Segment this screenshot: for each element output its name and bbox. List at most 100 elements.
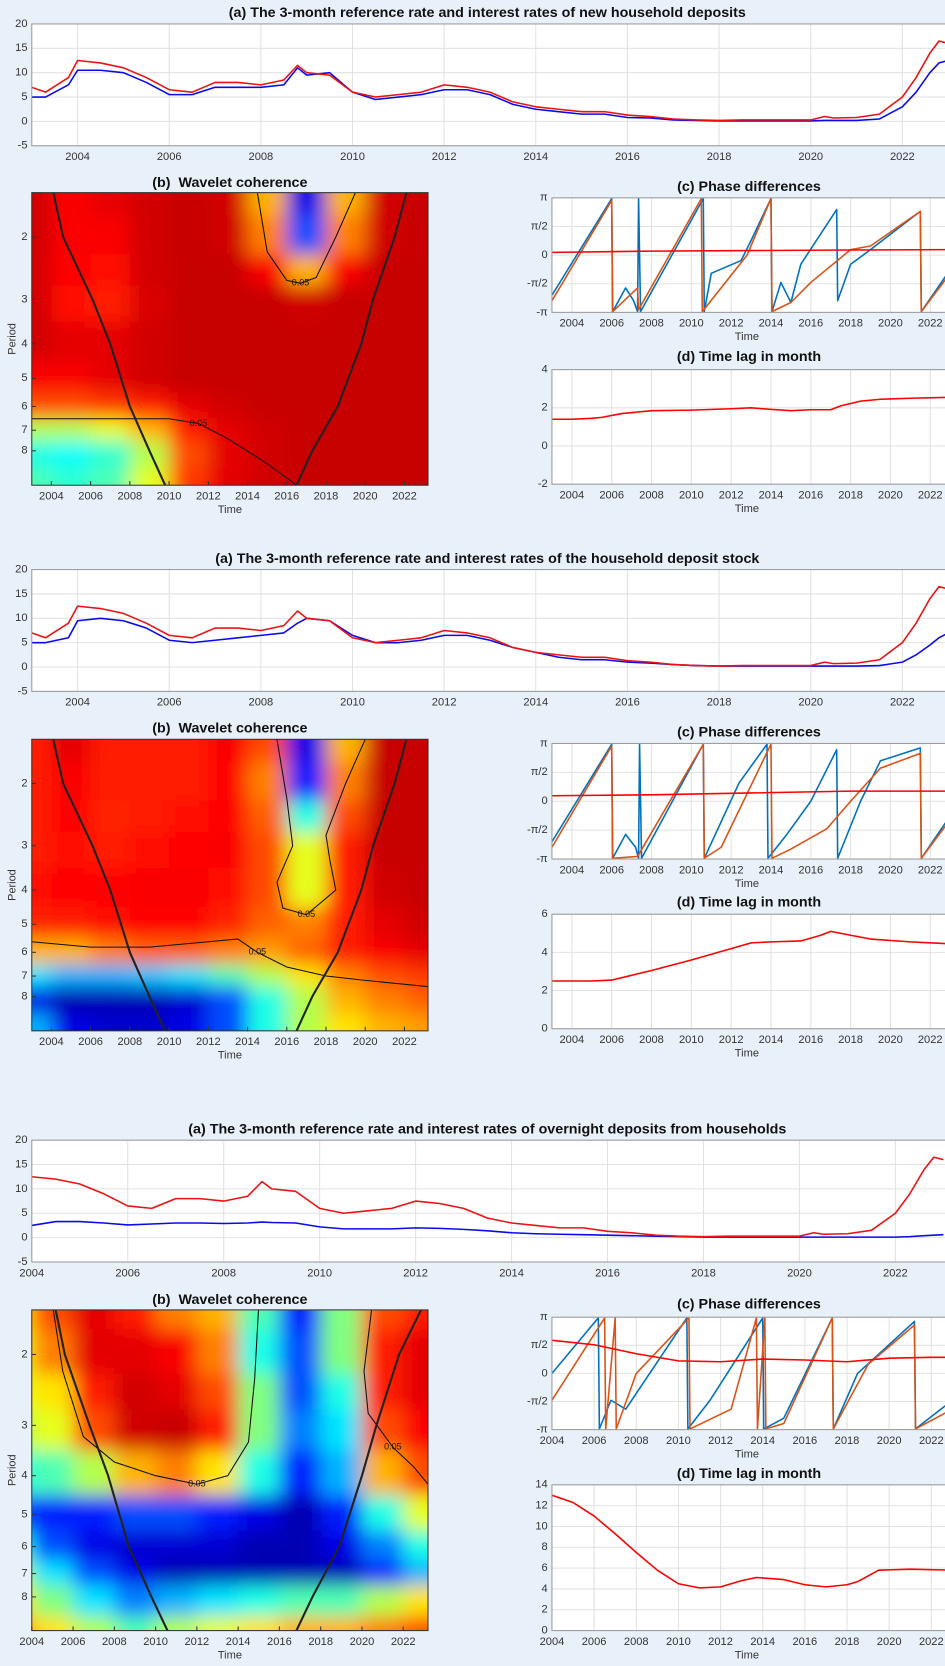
- heat-cell: [326, 418, 366, 442]
- plot-frame: [551, 197, 945, 313]
- heat-cell: [208, 285, 249, 323]
- x-tick-label: 2022: [919, 1636, 944, 1648]
- heat-cell: [51, 800, 92, 833]
- heat-cell: [90, 986, 131, 1015]
- x-tick-label: 2006: [582, 1636, 607, 1648]
- x-tick-label: 2004: [65, 151, 90, 163]
- y-tick-label: 2: [21, 777, 27, 789]
- x-tick-label: 2018: [314, 1036, 339, 1048]
- y-tick-label: 4: [21, 338, 27, 350]
- chart-title: (b) Wavelet coherence: [152, 175, 307, 191]
- heat-cell: [365, 739, 405, 762]
- x-tick-label: 2008: [211, 1267, 236, 1279]
- x-tick-label: 2008: [624, 1435, 649, 1447]
- heat-cell: [279, 1495, 322, 1532]
- heat-cell: [403, 1585, 429, 1617]
- series-line: [551, 790, 945, 797]
- x-axis-label: Time: [735, 1449, 759, 1461]
- x-tick-label: 2022: [918, 864, 943, 876]
- heat-cell: [326, 761, 366, 802]
- heat-cell: [286, 964, 327, 987]
- series-line: [551, 930, 945, 982]
- heat-cell: [90, 468, 131, 486]
- heat-cell: [279, 1560, 322, 1586]
- x-tick-label: 2008: [249, 697, 274, 709]
- y-tick-label: 5: [21, 1509, 27, 1521]
- heat-cell: [31, 418, 52, 442]
- x-tick-label: 2004: [39, 491, 64, 503]
- heat-cell: [169, 739, 209, 762]
- y-tick-label: 7: [21, 1568, 27, 1580]
- heat-cell: [196, 1560, 239, 1586]
- y-tick-label: 0: [542, 1367, 548, 1379]
- x-tick-label: 2010: [666, 1435, 691, 1447]
- y-tick-label: 0: [21, 1232, 27, 1244]
- heat-cell: [247, 761, 288, 802]
- contour-label: 0.05: [292, 278, 310, 288]
- heat-cell: [31, 192, 52, 216]
- y-tick-label: 6: [21, 1541, 27, 1553]
- plot-area: [31, 569, 945, 692]
- heat-cell: [326, 468, 366, 486]
- heat-cell: [51, 831, 92, 869]
- chart-title: (b) Wavelet coherence: [152, 721, 307, 737]
- heat-cell: [403, 1495, 429, 1532]
- x-tick-label: 2012: [196, 1036, 221, 1048]
- y-tick-label: 12: [535, 1500, 547, 1512]
- heat-cell: [31, 1585, 74, 1617]
- heat-cell: [169, 761, 209, 802]
- heat-cell: [247, 964, 288, 987]
- heat-cell: [208, 739, 249, 762]
- x-tick-label: 2014: [759, 864, 784, 876]
- heat-cell: [238, 1495, 280, 1532]
- x-tick-label: 2020: [878, 490, 903, 502]
- x-tick-label: 2006: [78, 1036, 103, 1048]
- heat-cell: [129, 321, 170, 362]
- heat-cell: [320, 1409, 363, 1452]
- heat-cell: [51, 392, 92, 419]
- x-tick-label: 2018: [308, 1636, 333, 1648]
- x-tick-label: 2016: [274, 1036, 299, 1048]
- heat-cell: [73, 1530, 115, 1561]
- heat-cell: [247, 418, 288, 442]
- cone-of-influence: [54, 1309, 423, 1631]
- x-tick-label: 2006: [115, 1267, 140, 1279]
- heat-cell: [365, 1013, 405, 1031]
- heat-cell: [208, 938, 249, 965]
- heat-cell: [90, 440, 131, 469]
- x-tick-label: 2022: [918, 318, 943, 330]
- x-tick-label: 2012: [708, 1435, 733, 1447]
- x-axis-label: Time: [218, 504, 242, 516]
- x-tick-label: 2020: [877, 1636, 902, 1648]
- x-tick-label: 2004: [560, 1034, 585, 1046]
- heat-cell: [279, 1329, 322, 1375]
- heat-cell: [208, 440, 249, 469]
- plot-area: [551, 369, 945, 485]
- heat-cell: [208, 214, 249, 255]
- series-line: [551, 248, 945, 254]
- heat-cell: [320, 1373, 363, 1410]
- heat-cell: [169, 192, 209, 216]
- x-tick-label: 2006: [599, 864, 624, 876]
- heat-cell: [247, 831, 288, 869]
- y-tick-label: 6: [542, 908, 548, 920]
- heat-cell: [247, 285, 288, 323]
- heat-cell: [326, 867, 366, 908]
- x-tick-label: 2016: [798, 1034, 823, 1046]
- plot-layer: [551, 743, 945, 860]
- heat-cell: [169, 361, 209, 393]
- y-tick-label: 0: [21, 661, 27, 673]
- heat-cell: [31, 1329, 74, 1375]
- x-tick-label: 2012: [432, 697, 457, 709]
- heat-cell: [90, 285, 131, 323]
- x-tick-label: 2022: [918, 1034, 943, 1046]
- chart-title: (d) Time lag in month: [677, 349, 821, 365]
- heat-cell: [196, 1329, 239, 1375]
- heat-cell: [404, 831, 429, 869]
- x-tick-label: 2004: [540, 1435, 565, 1447]
- y-tick-label: 2: [542, 1604, 548, 1616]
- heat-cell: [238, 1309, 280, 1330]
- heat-cell: [247, 907, 288, 939]
- heat-cell: [169, 831, 209, 869]
- plot-area: [31, 1140, 945, 1262]
